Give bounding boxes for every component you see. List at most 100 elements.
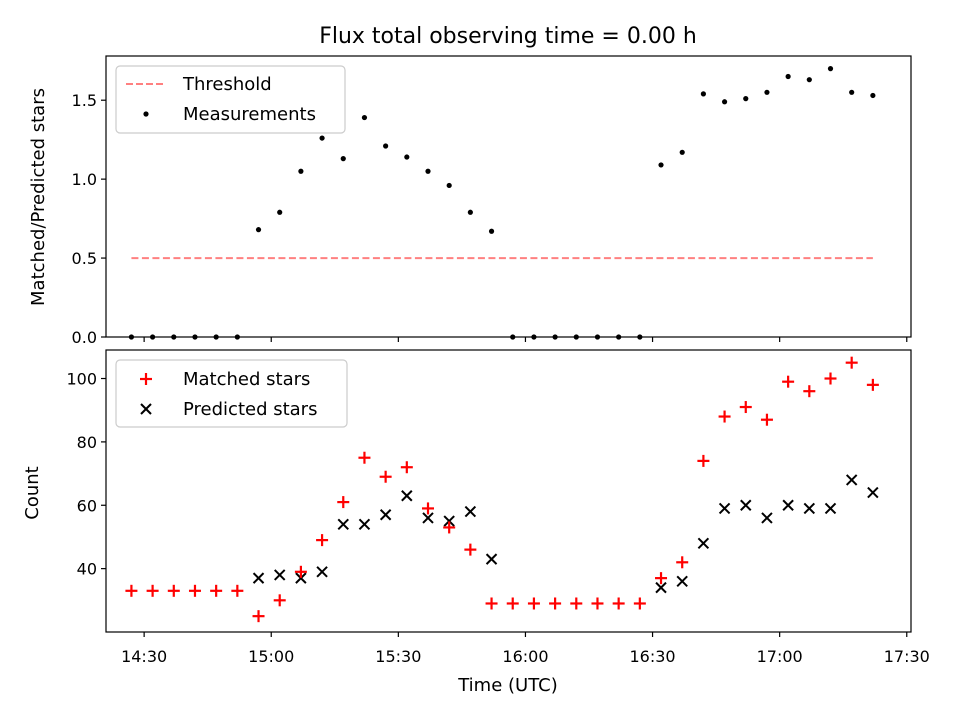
measurement-point [298,168,304,174]
top-legend: Threshold Measurements [115,65,346,134]
measurements-layer [128,66,876,340]
matched-star-marker [167,584,180,597]
bottom-axes-frame [105,349,912,633]
predicted-star-marker [316,566,328,578]
bottom-legend: Matched stars Predicted stars [115,359,348,428]
legend-measurements-swatch [143,111,149,117]
legend-predicted-label: Predicted stars [183,399,317,420]
matched-star-marker [188,584,201,597]
measurement-point [827,66,834,72]
top-y-tick-label: 1.5 [72,91,97,110]
matched-stars-layer [125,356,879,623]
predicted-star-marker [274,569,286,581]
legend-threshold-label: Threshold [182,74,272,95]
matched-star-marker [464,543,477,556]
bottom-x-tick-label: 17:30 [884,647,930,666]
bottom-x-tick-label: 17:00 [757,647,803,666]
matched-star-marker [273,594,286,607]
matched-star-marker [570,597,583,610]
matched-star-marker [506,597,519,610]
bottom-legend-box [115,359,348,428]
predicted-star-marker [464,505,477,518]
matched-star-marker [485,597,498,610]
matched-star-marker [612,597,625,610]
predicted-star-marker [337,518,349,530]
matched-star-marker [803,385,816,398]
predicted-star-marker [782,499,794,511]
measurement-point [446,182,452,189]
matched-star-marker [866,378,879,391]
measurement-point [340,156,346,162]
measurement-point [721,99,728,105]
matched-star-marker [718,410,731,423]
matched-star-marker [231,584,244,597]
measurement-point [383,143,389,149]
predicted-star-marker [443,515,455,527]
top-panel: Flux total observing time = 0.00 h Match… [28,24,912,347]
matched-star-marker [676,556,689,569]
bottom-x-tick-label: 15:30 [375,647,421,666]
bottom-x-axis: 14:30 15:00 15:30 16:00 16:30 17:00 17:30 [121,632,930,666]
measurement-point [764,89,770,95]
bottom-x-tick-label: 16:00 [502,647,548,666]
predicted-star-marker [485,553,498,565]
legend-measurements-label: Measurements [183,104,316,125]
top-y-axis: 0.0 0.5 1.0 1.5 [72,91,106,347]
matched-star-marker [379,470,392,483]
matched-star-marker [739,401,752,414]
measurement-point [361,114,368,121]
predicted-star-marker [422,512,434,524]
top-y-tick-label: 0.5 [72,249,97,268]
measurement-point [700,91,706,97]
matched-star-marker [655,572,668,585]
predicted-star-marker [740,499,752,511]
predicted-star-marker [697,537,710,549]
bottom-x-tick-label: 15:00 [248,647,294,666]
predicted-star-marker [252,572,265,584]
matched-star-marker [527,597,540,610]
bottom-y-tick-label: 80 [77,433,97,452]
matched-star-marker [294,565,307,578]
bottom-plot-area [125,356,879,623]
matched-star-marker [252,610,265,623]
predicted-star-marker [803,502,816,515]
bottom-x-tick-label: 14:30 [121,647,167,666]
measurement-point [679,149,685,155]
matched-star-marker [125,584,138,597]
predicted-star-marker [845,474,858,486]
predicted-star-marker [676,575,688,588]
matched-star-marker [782,375,795,388]
predicted-star-marker [824,502,837,515]
measurement-point [319,135,325,141]
bottom-y-tick-label: 60 [77,496,97,515]
predicted-star-marker [718,502,731,515]
bottom-x-tick-label: 16:30 [629,647,675,666]
predicted-star-marker [401,490,413,502]
predicted-star-marker [761,512,773,524]
matched-star-marker [337,496,350,509]
measurement-point [743,96,749,102]
matched-star-marker [358,451,371,464]
matched-star-marker [549,597,562,610]
matched-star-marker [210,584,223,597]
predicted-star-marker [295,572,307,584]
bottom-y-tick-label: 40 [77,560,97,579]
top-chart-title: Flux total observing time = 0.00 h [319,24,697,49]
matched-star-marker [146,584,159,597]
measurement-point [255,227,262,233]
top-y-tick-label: 1.0 [72,170,97,189]
measurement-point [658,162,664,168]
matched-star-marker [760,413,773,426]
matched-star-marker [400,461,413,474]
top-axes-frame [105,55,912,338]
measurement-point [785,73,791,80]
matched-star-marker [697,454,710,467]
measurement-point [806,77,812,83]
predicted-star-marker [867,486,879,499]
measurement-point [467,209,473,215]
predicted-star-marker [655,581,667,594]
measurement-point [404,154,410,160]
predicted-star-marker [358,518,371,530]
legend-matched-swatch [140,373,152,385]
